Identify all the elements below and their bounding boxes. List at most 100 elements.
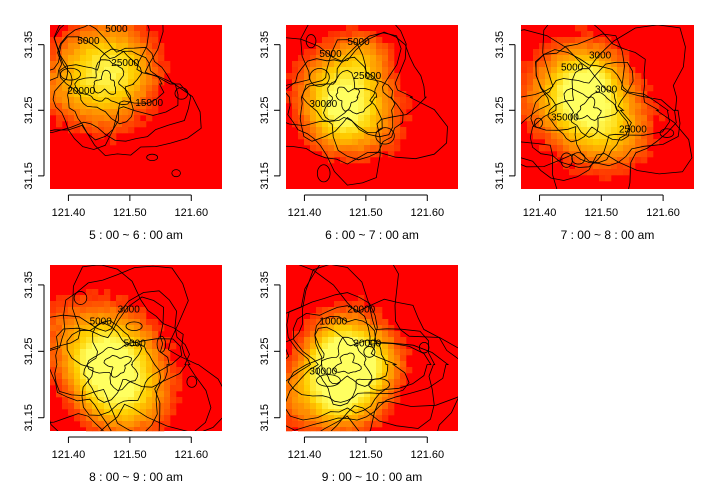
heatmap-cell — [376, 73, 383, 80]
heatmap-cell — [74, 391, 81, 398]
x-tick-label: 121.50 — [349, 449, 383, 461]
heatmap-cell — [611, 49, 618, 56]
contour-label: 30000 — [309, 99, 337, 110]
heatmap-cell — [50, 301, 57, 308]
heatmap-cell — [68, 109, 75, 116]
heatmap-cell — [92, 373, 99, 380]
heatmap-cell — [370, 73, 377, 80]
heatmap-cell — [68, 49, 75, 56]
heatmap-cell — [382, 55, 389, 62]
heatmap-cell — [56, 109, 63, 116]
heatmap-cell — [340, 49, 347, 56]
contour-line — [299, 39, 396, 142]
heatmap-cell — [653, 109, 660, 116]
heatmap-cell — [575, 73, 582, 80]
heatmap-cell — [128, 325, 135, 332]
contour-line — [50, 25, 202, 157]
heatmap-cell — [388, 91, 395, 98]
heatmap-cell — [611, 61, 618, 68]
heatmap-cell — [539, 133, 546, 140]
heatmap-cell — [370, 79, 377, 86]
contour-line — [60, 67, 81, 81]
heatmap-cell — [62, 67, 69, 74]
heatmap-cell — [140, 325, 147, 332]
contour-line — [125, 321, 143, 332]
heatmap-cell — [140, 385, 147, 392]
heatmap-cell — [394, 361, 401, 368]
heatmap-cell — [140, 427, 147, 432]
heatmap-cell — [328, 427, 335, 432]
heatmap-cell — [74, 331, 81, 338]
heatmap-cell — [551, 157, 558, 164]
contour-line — [50, 25, 192, 142]
heatmap-cell — [98, 331, 105, 338]
heatmap-cell — [128, 43, 135, 50]
heatmap-cell — [533, 97, 540, 104]
heatmap-cell — [104, 367, 111, 374]
y-tick-label: 31.15 — [494, 162, 506, 190]
contour-line — [521, 33, 681, 168]
heatmap-cell — [304, 91, 311, 98]
x-tick-label: 121.60 — [174, 207, 208, 219]
heatmap-cell — [122, 337, 129, 344]
heatmap-cell — [581, 157, 588, 164]
heatmap-cell — [382, 49, 389, 56]
heatmap-cell — [545, 61, 552, 68]
heatmap-cell — [370, 349, 377, 356]
heatmap-cell — [176, 397, 183, 404]
heatmap-cell — [68, 391, 75, 398]
heatmap-cell — [370, 151, 377, 158]
heatmap-cell — [98, 343, 105, 350]
heatmap-cell — [551, 55, 558, 62]
heatmap-cell — [68, 379, 75, 386]
x-tick-label: 121.60 — [410, 449, 444, 461]
heatmap-cell — [86, 43, 93, 50]
heatmap-cell — [328, 49, 335, 56]
heatmap-cell — [80, 109, 87, 116]
heatmap-cell — [322, 349, 329, 356]
heatmap-cell — [316, 133, 323, 140]
heatmap-cell — [358, 73, 365, 80]
contour-line — [533, 117, 543, 129]
heatmap-cell — [352, 61, 359, 68]
heatmap-cell — [581, 43, 588, 50]
heatmap-cell — [569, 67, 576, 74]
heatmap-cell — [68, 355, 75, 362]
heatmap-cell — [358, 67, 365, 74]
heatmap-cell — [611, 79, 618, 86]
heatmap-cell — [364, 409, 371, 416]
heatmap-cell — [116, 337, 123, 344]
heatmap-cell — [376, 37, 383, 44]
heatmap-cell — [110, 349, 117, 356]
heatmap-cell — [316, 67, 323, 74]
heatmap-cell — [158, 391, 165, 398]
heatmap-cell — [134, 325, 141, 332]
heatmap-cell — [134, 367, 141, 374]
heatmap-cell — [406, 367, 413, 374]
x-tick-label: 121.60 — [646, 207, 680, 219]
heatmap-cell — [134, 43, 141, 50]
heatmap-cell — [56, 373, 63, 380]
heatmap-cell — [80, 373, 87, 380]
heatmap-cell — [164, 337, 171, 344]
heatmap-cell — [92, 91, 99, 98]
heatmap-cell — [128, 91, 135, 98]
heatmap-cell — [605, 91, 612, 98]
x-tick-label: 121.60 — [410, 207, 444, 219]
heatmap-cell — [328, 145, 335, 152]
heatmap-cell — [104, 409, 111, 416]
heatmap-cell — [563, 145, 570, 152]
heatmap-cell — [80, 409, 87, 416]
heatmap-cell — [340, 55, 347, 62]
contour-line — [323, 69, 378, 121]
heatmap-cell — [86, 37, 93, 44]
heatmap-cell — [370, 325, 377, 332]
heatmap-cell — [593, 79, 600, 86]
heatmap-cell — [152, 79, 159, 86]
heatmap-cell — [92, 301, 99, 308]
heatmap-cell — [629, 151, 636, 158]
heatmap-cell — [382, 415, 389, 422]
heatmap-cell — [364, 151, 371, 158]
heatmap-cell — [164, 421, 171, 428]
heatmap-cell — [400, 337, 407, 344]
